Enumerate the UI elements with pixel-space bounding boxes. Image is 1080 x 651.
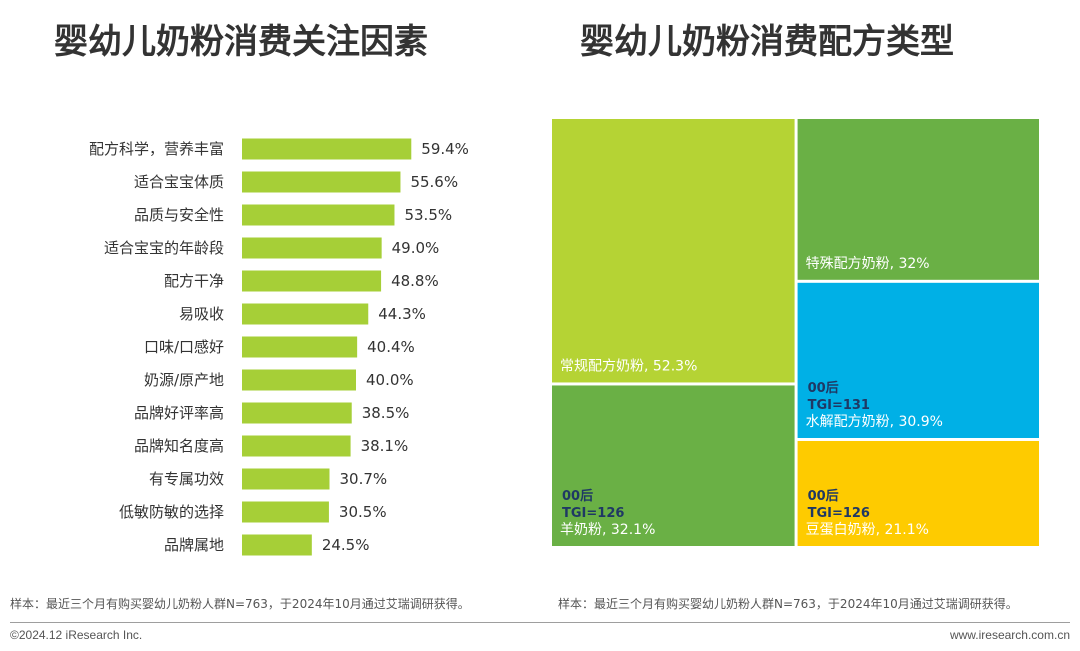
bar-category-label: 品质与安全性 [134, 206, 224, 224]
bar-category-label: 有专属功效 [149, 470, 224, 488]
tgi-value: TGI=131 [808, 398, 870, 413]
tile-special-formula [797, 119, 1039, 280]
tgi-group: 00后 [562, 488, 593, 504]
bar-value-label: 40.0% [366, 371, 414, 389]
tile-label: 常规配方奶粉, 52.3% [560, 358, 697, 374]
bar-category-label: 适合宝宝体质 [134, 173, 224, 191]
bar-category-label: 品牌好评率高 [134, 404, 224, 422]
bar [242, 501, 329, 523]
tile-regular-formula [552, 119, 795, 383]
bar [242, 171, 401, 193]
sample-note-left: 样本：最近三个月有购买婴幼儿奶粉人群N=763，于2024年10月通过艾瑞调研获… [10, 597, 470, 611]
bar [242, 204, 395, 226]
bar [242, 237, 382, 259]
tile-label: 豆蛋白奶粉, 21.1% [806, 522, 929, 538]
bar [242, 336, 358, 358]
bar-value-label: 53.5% [404, 206, 452, 224]
bar-category-label: 易吸收 [179, 305, 224, 323]
tile-hydrolyzed-formula [797, 282, 1039, 438]
tgi-group: 00后 [808, 488, 839, 504]
tgi-group: 00后 [808, 380, 839, 396]
tgi-value: TGI=126 [808, 506, 870, 521]
bar-value-label: 30.5% [339, 503, 387, 521]
tile-label: 特殊配方奶粉, 32% [806, 256, 930, 272]
bar-value-label: 55.6% [410, 173, 458, 191]
bar-value-label: 38.5% [362, 404, 410, 422]
sample-note-right: 样本：最近三个月有购买婴幼儿奶粉人群N=763，于2024年10月通过艾瑞调研获… [558, 597, 1018, 611]
bar-category-label: 适合宝宝的年龄段 [104, 239, 224, 257]
bar-category-label: 品牌知名度高 [134, 437, 224, 455]
bar [242, 534, 312, 556]
website-link[interactable]: www.iresearch.com.cn [949, 628, 1070, 642]
bar [242, 402, 352, 424]
tgi-value: TGI=126 [562, 506, 624, 521]
bar-value-label: 59.4% [421, 140, 469, 158]
footer-divider [10, 622, 1070, 623]
bar-value-label: 38.1% [361, 437, 409, 455]
bar-value-label: 40.4% [367, 338, 415, 356]
bar [242, 369, 356, 391]
tile-soy-protein [797, 440, 1039, 546]
bar [242, 468, 330, 490]
copyright-text: ©2024.12 iResearch Inc. [10, 628, 143, 642]
bar [242, 303, 369, 325]
bar-category-label: 品牌属地 [164, 536, 224, 554]
tile-label: 水解配方奶粉, 30.9% [806, 414, 943, 430]
bar-value-label: 44.3% [378, 305, 426, 323]
attention-factors-bar-chart: 配方科学，营养丰富 59.4% 适合宝宝体质 55.6% 品质与安全性 53.5% 适合宝宝… [89, 138, 469, 556]
bar-category-label: 低敏防敏的选择 [119, 503, 224, 521]
bar [242, 435, 351, 457]
bar-value-label: 30.7% [339, 470, 387, 488]
bar-category-label: 口味/口感好 [144, 338, 224, 356]
bar [242, 138, 412, 160]
formula-type-treemap: 常规配方奶粉, 52.3%羊奶粉, 32.1%TGI=12600后特殊配方奶粉,… [552, 119, 1039, 546]
bar-category-label: 配方科学，营养丰富 [89, 140, 224, 158]
bar [242, 270, 382, 292]
bar-value-label: 48.8% [391, 272, 439, 290]
tile-label: 羊奶粉, 32.1% [560, 522, 655, 538]
bar-value-label: 49.0% [392, 239, 440, 257]
bar-category-label: 奶源/原产地 [144, 371, 224, 389]
left-chart-title: 婴幼儿奶粉消费关注因素 [54, 22, 428, 62]
right-chart-title: 婴幼儿奶粉消费配方类型 [580, 22, 954, 62]
bar-value-label: 24.5% [322, 536, 370, 554]
bar-category-label: 配方干净 [164, 272, 224, 290]
tile-goat-milk [552, 385, 795, 546]
